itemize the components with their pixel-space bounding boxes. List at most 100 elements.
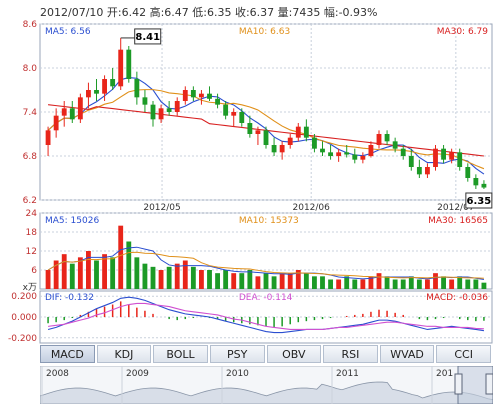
volume-bar (392, 279, 398, 289)
volume-panel: 24 18 12 6 x万 MA5: 15026 MA10: 15373 MA30: 1656… (23, 209, 493, 293)
dif-legend: DIF: -0.132 (45, 293, 94, 303)
vol-ma10-legend: MA10: 15373 (239, 216, 299, 226)
candle (134, 79, 140, 98)
tab-boll[interactable]: BOLL (153, 345, 208, 363)
volume-bar (344, 276, 350, 289)
candle (215, 98, 220, 105)
volume-bar (45, 270, 51, 289)
volume-bar (199, 270, 204, 289)
volume-bar (473, 279, 479, 289)
volume-bar (239, 273, 245, 289)
navigator-year-label: 2009 (126, 369, 149, 379)
navigator-area (40, 381, 493, 404)
candle (295, 126, 301, 138)
candle (166, 108, 172, 112)
candle (279, 145, 285, 153)
volume-bar (457, 276, 463, 289)
macd-tick-label: 0.200 (11, 292, 37, 302)
navigator-year-label: 2008 (46, 369, 69, 379)
candle (376, 134, 382, 145)
navigator-year-label: 2011 (336, 369, 359, 379)
volume-bar (174, 263, 180, 289)
volume-tick-label: 12 (26, 247, 37, 257)
candle (336, 152, 342, 156)
macd-tick-label: 0.000 (11, 313, 37, 323)
candle (69, 108, 75, 120)
volume-unit-label: x万 (23, 283, 37, 293)
volume-bar (110, 257, 116, 289)
tab-wvad[interactable]: WVAD (379, 345, 435, 363)
candle (473, 178, 479, 186)
tab-rsi[interactable]: RSI (323, 345, 378, 363)
macd-legend: MACD: -0.036 (426, 293, 488, 303)
candle (94, 90, 99, 94)
candle (110, 79, 116, 87)
volume-bar (360, 279, 366, 289)
candle (239, 112, 245, 123)
candle (86, 90, 91, 98)
tab-kdj[interactable]: KDJ (96, 345, 152, 363)
candle (384, 134, 390, 142)
candle (263, 130, 269, 145)
volume-tick-label: 18 (26, 228, 38, 238)
tab-cci[interactable]: CCI (436, 345, 491, 363)
candle (118, 49, 124, 87)
volume-bar (223, 270, 229, 289)
candle (77, 97, 83, 120)
vol-ma10-line (47, 251, 484, 279)
volume-bar (69, 263, 75, 289)
volume-bar (166, 266, 172, 289)
volume-bar (279, 273, 285, 289)
date-tick-label: 2012/06 (293, 203, 331, 213)
stock-chart: 8.6 8.0 7.4 6.8 6.2 2012/05 2012/06 2012/07 8.41… (8, 20, 493, 344)
candle (53, 115, 59, 131)
timeline-navigator[interactable]: 2008 2009 2010 2011 201 (40, 366, 493, 404)
candle (392, 141, 398, 149)
volume-bar (408, 276, 414, 289)
volume-bar (150, 266, 156, 289)
price-tick-label: 6.8 (23, 152, 38, 162)
candle (312, 137, 317, 149)
price-tick-label: 6.2 (23, 196, 37, 206)
candle (199, 93, 204, 98)
candle (449, 152, 455, 160)
candle (126, 49, 132, 79)
ma10-legend: MA10: 6.63 (239, 27, 290, 37)
candle (142, 97, 148, 105)
quote-header: 2012/07/10 开:6.42 高:6.47 低:6.35 收:6.37 量… (40, 6, 378, 19)
volume-bar (263, 273, 269, 289)
tab-macd[interactable]: MACD (40, 345, 95, 363)
low-marker-box (465, 192, 493, 209)
candle (425, 167, 430, 175)
candle (433, 148, 438, 167)
volume-bar (328, 279, 333, 289)
volume-bar (303, 273, 309, 289)
volume-bar (336, 279, 342, 289)
tab-obv[interactable]: OBV (266, 345, 322, 363)
dea-line (48, 302, 484, 331)
navigator-year-label: 2010 (226, 369, 249, 379)
volume-tick-label: 6 (31, 266, 37, 276)
date-tick-label: 2012/07 (437, 203, 474, 213)
volume-bar (86, 251, 91, 289)
volume-bar (158, 270, 164, 289)
date-tick-label: 2012/05 (143, 203, 180, 213)
high-marker-label: 8.41 (135, 32, 160, 43)
volume-bar (449, 279, 455, 289)
candle (408, 156, 414, 167)
navigator-handle-right (485, 373, 493, 395)
volume-bar (312, 276, 317, 289)
tab-psy[interactable]: PSY (209, 345, 265, 363)
volume-bar (53, 260, 59, 289)
vol-ma30-legend: MA30: 16565 (428, 216, 488, 226)
macd-panel: 0.200 0.000 -0.200 DIF: -0.132 DEA: -0.114 MA… (8, 290, 493, 344)
volume-bar (215, 273, 220, 289)
volume-bar (231, 273, 237, 289)
candle (158, 108, 164, 120)
volume-bar (190, 266, 196, 289)
vol-ma5-line (47, 246, 485, 280)
candle (320, 148, 325, 153)
candle (190, 90, 196, 98)
candle (416, 167, 422, 175)
volume-bar (376, 273, 382, 289)
